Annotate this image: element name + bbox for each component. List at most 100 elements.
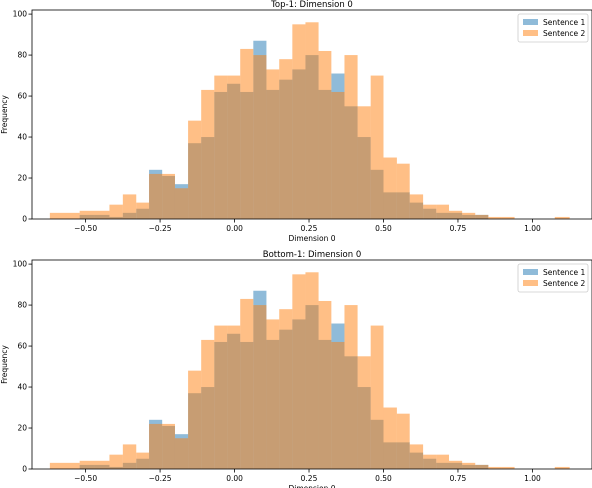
x-tick-label: 0.50 <box>375 474 392 483</box>
histogram-bar-series-2 <box>188 120 202 219</box>
histogram-bar-series-2 <box>240 48 254 220</box>
chart-1: −0.50 −0.25 0.00 0.25 0.50 0.75 1.00 0 20 40 60 80 1… <box>0 0 592 243</box>
histogram-bar-series-2 <box>279 309 293 469</box>
histogram-bar-series-2 <box>162 173 175 219</box>
y-tick-label: 40 <box>17 383 27 392</box>
y-tick-label: 80 <box>17 51 27 60</box>
histogram-bar-series-2 <box>423 204 437 219</box>
legend-swatch <box>523 19 538 25</box>
histogram-bar-series-2 <box>305 272 319 469</box>
legend-swatch <box>523 269 538 275</box>
x-tick-label: 0.00 <box>226 474 243 483</box>
histogram-bar-series-2 <box>318 50 332 220</box>
histogram-bar-series-2 <box>266 319 280 469</box>
y-tick-label: 60 <box>17 92 27 101</box>
histogram-bar-series-2 <box>149 423 163 469</box>
histogram-bar-series-2 <box>188 370 202 469</box>
histogram-bar-series-2 <box>201 89 215 219</box>
histogram-bar-series-2 <box>331 341 345 469</box>
y-axis-label: Frequency <box>0 95 9 134</box>
histogram-bar-series-2 <box>396 413 410 469</box>
histogram-bar-series-2 <box>357 106 371 219</box>
histogram-bar-series-2 <box>436 204 450 219</box>
legend-label: Sentence 1 <box>543 18 586 27</box>
chart-title: Bottom-1: Dimension 0 <box>263 250 362 260</box>
histogram-bar-series-2 <box>49 462 80 469</box>
histogram-bar-series-2 <box>279 59 293 220</box>
histogram-bar-series-2 <box>122 194 137 219</box>
y-tick-label: 0 <box>22 215 27 224</box>
histogram-bar-series-2 <box>409 194 424 219</box>
histogram-bar-series-2 <box>370 75 384 219</box>
x-tick-label: −0.50 <box>74 224 97 233</box>
histogram-bar-series-2 <box>344 55 358 219</box>
x-axis-label: Dimension 0 <box>288 234 335 243</box>
histogram-bar-series-2 <box>449 460 463 469</box>
histogram-bar-series-2 <box>253 305 267 469</box>
legend-label: Sentence 2 <box>543 279 586 288</box>
histogram-bar-series-2 <box>370 325 384 469</box>
histogram-bar-series-2 <box>344 305 358 469</box>
y-tick-label: 20 <box>17 174 27 183</box>
y-tick-label: 100 <box>13 260 28 269</box>
y-axis-label: Frequency <box>0 345 9 384</box>
histogram-bar-series-2 <box>383 157 397 219</box>
histogram-bar-series-2 <box>475 214 489 219</box>
histogram-bar-series-2 <box>109 454 123 469</box>
x-tick-label: 1.00 <box>524 224 541 233</box>
histogram-bar-series-2 <box>214 325 228 469</box>
legend-swatch <box>523 280 538 286</box>
histogram-bar-series-2 <box>436 454 450 469</box>
histogram-bar-series-2 <box>266 69 280 219</box>
y-tick-label: 80 <box>17 301 27 310</box>
histogram-bar-series-2 <box>554 216 570 219</box>
x-tick-label: −0.50 <box>74 474 97 483</box>
x-tick-label: 0.75 <box>450 474 467 483</box>
histogram-bar-series-2 <box>462 462 476 469</box>
x-tick-label: 1.00 <box>524 474 541 483</box>
histogram-bar-series-2 <box>475 464 489 469</box>
x-tick-label: 0.75 <box>450 224 467 233</box>
chart-title: Top-1: Dimension 0 <box>270 0 353 10</box>
histogram-bar-series-2 <box>488 466 502 469</box>
histogram-bar-series-2 <box>488 216 502 219</box>
legend-label: Sentence 1 <box>543 268 586 277</box>
y-tick-label: 20 <box>17 424 27 433</box>
histogram-bar-series-2 <box>396 163 410 219</box>
histogram-bar-series-2 <box>423 454 437 469</box>
histogram-bar-series-2 <box>357 356 371 469</box>
x-axis-label: Dimension 0 <box>288 484 335 488</box>
histogram-bar-series-2 <box>331 91 345 219</box>
histogram-bar-series-2 <box>292 274 306 469</box>
histogram-bar-series-2 <box>253 55 267 219</box>
histogram-bar-series-2 <box>79 210 110 219</box>
y-tick-label: 40 <box>17 133 27 142</box>
y-tick-label: 0 <box>22 465 27 474</box>
legend-swatch <box>523 30 538 36</box>
histogram-bar-series-2 <box>292 24 306 220</box>
x-tick-label: 0.00 <box>226 224 243 233</box>
histogram-bar-series-2 <box>501 466 515 469</box>
histogram-bar-series-2 <box>162 423 175 469</box>
histogram-bar-series-2 <box>109 204 123 219</box>
x-tick-label: 0.50 <box>375 224 392 233</box>
histogram-bar-series-2 <box>79 460 110 469</box>
histogram-bar-series-2 <box>122 444 137 469</box>
x-tick-label: 0.25 <box>301 474 318 483</box>
histogram-bar-series-2 <box>149 173 163 219</box>
histogram-bar-series-2 <box>49 212 80 219</box>
histogram-bar-series-2 <box>201 339 215 469</box>
chart-2: −0.50 −0.25 0.00 0.25 0.50 0.75 1.00 0 20 40 60 80 1… <box>0 250 592 488</box>
histogram-bar-series-2 <box>227 325 241 469</box>
legend: Sentence 1 Sentence 2 <box>517 13 589 43</box>
histogram-bar-series-2 <box>409 444 424 469</box>
histogram-bar-series-2 <box>501 216 515 219</box>
x-tick-label: −0.25 <box>149 474 172 483</box>
axes-frame <box>31 259 592 470</box>
y-tick-label: 100 <box>13 10 28 19</box>
histogram-bar-series-2 <box>214 75 228 219</box>
histogram-bar-series-2 <box>383 407 397 469</box>
legend: Sentence 1 Sentence 2 <box>517 263 589 293</box>
histogram-bar-series-2 <box>305 22 319 219</box>
